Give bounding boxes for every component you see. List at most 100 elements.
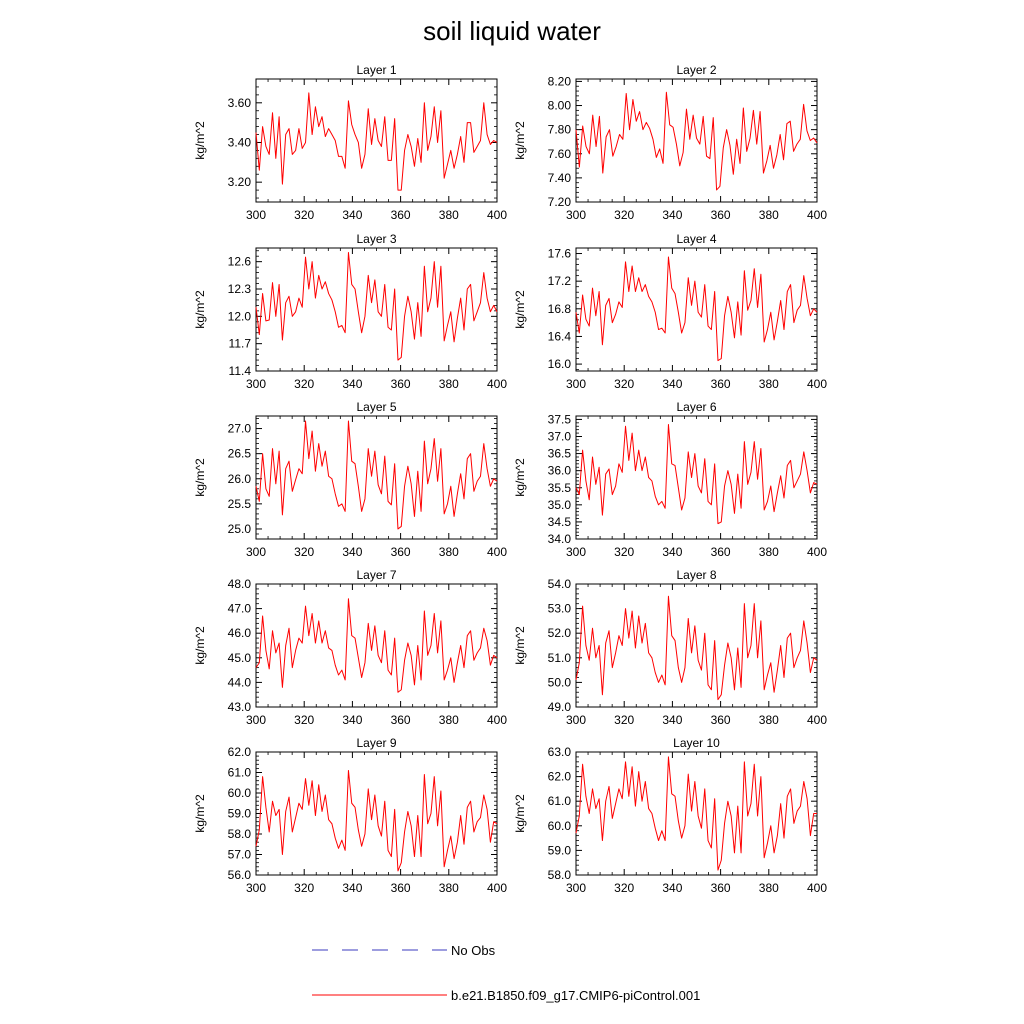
x-tick-label: 300 — [566, 713, 586, 727]
series-line-layer-1 — [255, 92, 498, 191]
y-tick-label: 52.0 — [548, 626, 572, 640]
y-tick-label: 36.5 — [548, 447, 572, 461]
series-line-layer-9 — [255, 769, 498, 872]
x-tick-label: 400 — [487, 545, 507, 559]
y-tick-label: 50.0 — [548, 675, 572, 689]
x-tick-label: 320 — [294, 713, 314, 727]
x-tick-label: 300 — [566, 545, 586, 559]
y-axis-label: kg/m^2 — [513, 290, 527, 329]
x-tick-label: 400 — [487, 377, 507, 391]
x-tick-label: 320 — [614, 545, 634, 559]
x-tick-label: 380 — [759, 881, 779, 895]
x-tick-label: 320 — [614, 713, 634, 727]
y-tick-label: 34.0 — [548, 532, 572, 546]
x-tick-label: 400 — [487, 881, 507, 895]
x-tick-label: 340 — [342, 881, 362, 895]
panels: Layer 1 kg/m^2 300 320 340 360 380 400 3.20 3.40 3… — [193, 63, 827, 895]
series-line-layer-4 — [575, 256, 818, 362]
x-tick-label: 360 — [711, 881, 731, 895]
y-tick-label: 35.5 — [548, 481, 572, 495]
x-tick-label: 360 — [391, 377, 411, 391]
y-tick-label: 49.0 — [548, 700, 572, 714]
x-tick-label: 340 — [662, 377, 682, 391]
panel-title: Layer 10 — [673, 736, 720, 750]
y-axis-label: kg/m^2 — [513, 458, 527, 497]
x-tick-label: 400 — [487, 208, 507, 222]
x-tick-label: 360 — [391, 713, 411, 727]
y-tick-label: 27.0 — [228, 422, 252, 436]
panel-title: Layer 9 — [356, 736, 396, 750]
x-tick-label: 360 — [391, 208, 411, 222]
y-axis-label: kg/m^2 — [513, 626, 527, 665]
chart-panel-layer-5: Layer 5 kg/m^2 300 320 340 360 380 400 25.0 25.5 2… — [193, 400, 507, 559]
x-tick-label: 320 — [294, 881, 314, 895]
chart-panel-layer-7: Layer 7 kg/m^2 300 320 340 360 380 400 43.0 44.0 4… — [193, 568, 507, 727]
y-tick-label: 16.4 — [548, 329, 572, 343]
panel-title: Layer 5 — [356, 400, 396, 414]
y-tick-label: 12.6 — [228, 255, 252, 269]
legend-label-model: b.e21.B1850.f09_g17.CMIP6-piControl.001 — [451, 988, 700, 1003]
x-tick-label: 340 — [662, 208, 682, 222]
y-tick-label: 60.0 — [548, 819, 572, 833]
y-tick-label: 35.0 — [548, 498, 572, 512]
series-line-layer-7 — [255, 598, 498, 693]
y-tick-label: 46.0 — [228, 626, 252, 640]
y-tick-label: 25.5 — [228, 497, 252, 511]
series-line-layer-5 — [255, 420, 498, 530]
y-tick-label: 12.0 — [228, 309, 252, 323]
y-tick-label: 3.60 — [228, 96, 252, 110]
x-tick-label: 320 — [614, 881, 634, 895]
y-tick-label: 11.7 — [229, 337, 252, 351]
y-tick-label: 16.0 — [548, 357, 572, 371]
chart-panel-layer-6: Layer 6 kg/m^2 300 320 340 360 380 400 34.0 34.5 3… — [513, 400, 827, 559]
y-tick-label: 45.0 — [228, 651, 252, 665]
y-axis-label: kg/m^2 — [193, 290, 207, 329]
x-tick-label: 340 — [662, 881, 682, 895]
y-tick-label: 11.4 — [229, 364, 252, 378]
y-tick-label: 8.20 — [548, 74, 572, 88]
x-tick-label: 400 — [807, 713, 827, 727]
plot-frame — [255, 247, 498, 372]
y-tick-label: 16.8 — [548, 302, 572, 316]
y-axis-label: kg/m^2 — [513, 794, 527, 833]
x-tick-label: 380 — [439, 208, 459, 222]
y-tick-label: 53.0 — [548, 602, 572, 616]
series-line-layer-10 — [575, 756, 817, 871]
panel-title: Layer 6 — [676, 400, 716, 414]
y-tick-label: 47.0 — [228, 602, 252, 616]
x-tick-label: 320 — [614, 208, 634, 222]
x-tick-label: 380 — [439, 377, 459, 391]
x-tick-label: 320 — [294, 545, 314, 559]
y-tick-label: 43.0 — [228, 700, 252, 714]
x-tick-label: 340 — [342, 377, 362, 391]
x-tick-label: 300 — [566, 377, 586, 391]
y-tick-label: 8.00 — [548, 99, 572, 113]
series-line-layer-8 — [575, 595, 818, 701]
x-tick-label: 380 — [439, 545, 459, 559]
y-tick-label: 59.0 — [548, 843, 572, 857]
y-axis-label: kg/m^2 — [193, 794, 207, 833]
y-tick-label: 26.5 — [228, 447, 252, 461]
y-tick-label: 48.0 — [228, 577, 252, 591]
y-tick-label: 34.5 — [548, 515, 572, 529]
series-line-layer-2 — [575, 91, 818, 191]
y-tick-label: 51.0 — [548, 651, 572, 665]
x-tick-label: 400 — [807, 545, 827, 559]
x-tick-label: 400 — [807, 208, 827, 222]
y-tick-label: 60.0 — [228, 786, 252, 800]
y-tick-label: 12.3 — [228, 282, 252, 296]
x-tick-label: 380 — [759, 713, 779, 727]
panel-title: Layer 8 — [676, 568, 716, 582]
y-tick-label: 26.0 — [228, 472, 252, 486]
x-tick-label: 300 — [566, 208, 586, 222]
chart-panel-layer-4: Layer 4 kg/m^2 300 320 340 360 380 400 16.0 16.4 1… — [513, 232, 827, 391]
y-tick-label: 17.6 — [548, 247, 572, 261]
x-tick-label: 360 — [391, 545, 411, 559]
x-tick-label: 320 — [614, 377, 634, 391]
y-tick-label: 61.0 — [228, 766, 252, 780]
panel-title: Layer 1 — [356, 63, 396, 77]
x-tick-label: 360 — [711, 208, 731, 222]
x-tick-label: 400 — [807, 377, 827, 391]
x-tick-label: 360 — [711, 713, 731, 727]
